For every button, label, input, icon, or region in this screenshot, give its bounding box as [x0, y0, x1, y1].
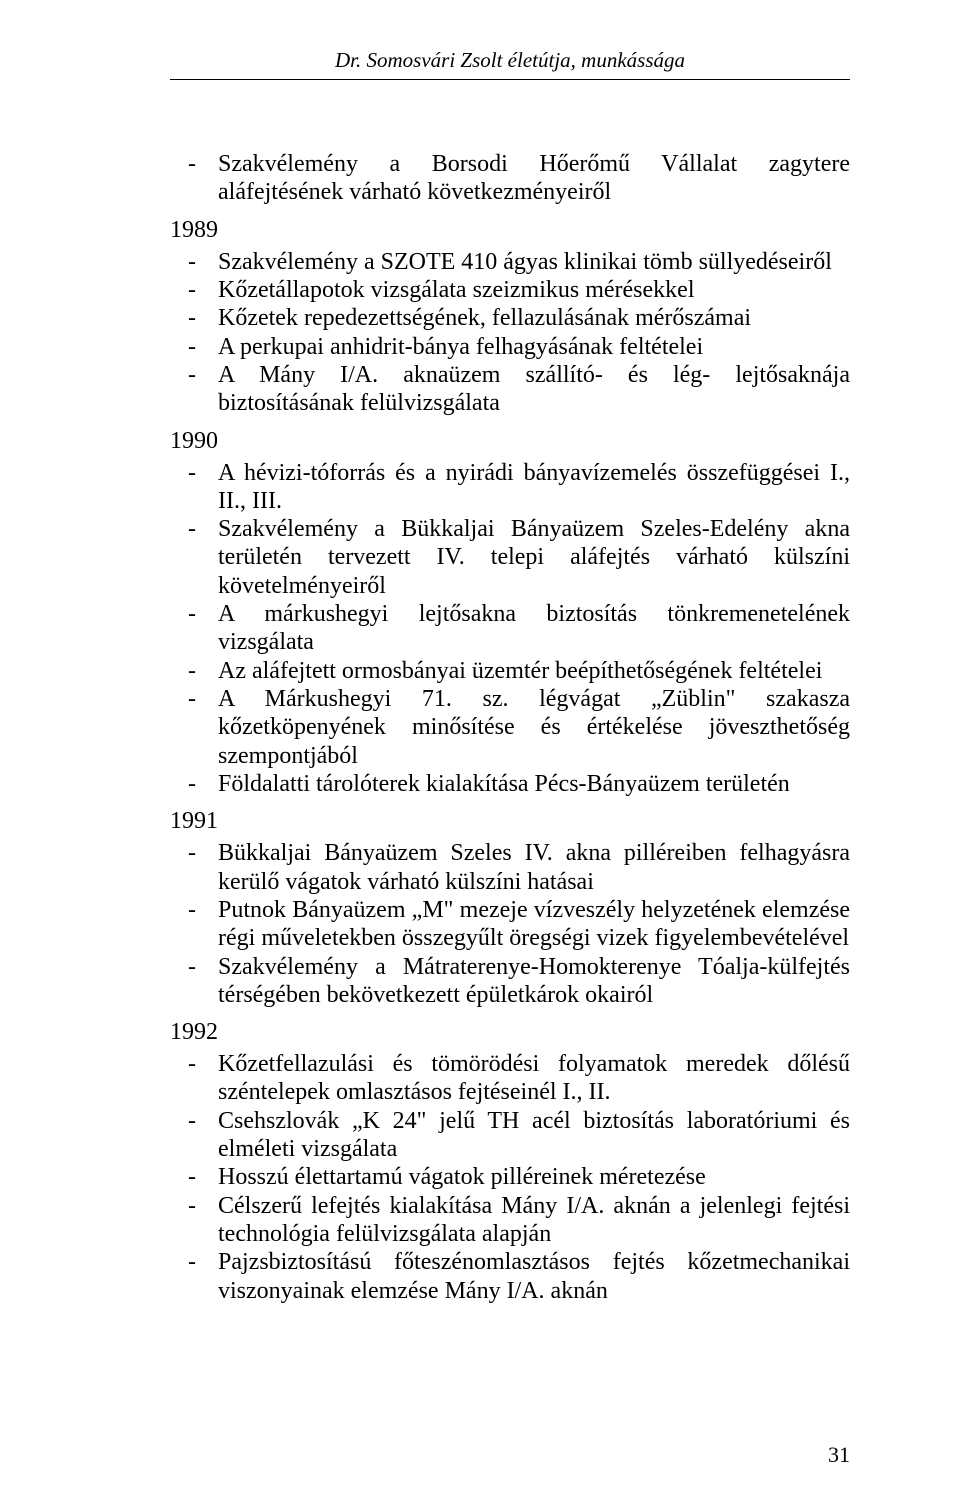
list-item: Kőzetfellazulási és tömörödési folyamato…	[218, 1050, 850, 1107]
year-section: 1989 Szakvélemény a SZOTE 410 ágyas klini…	[170, 217, 850, 418]
list-item: Célszerű lefejtés kialakítása Mány I/A. …	[218, 1192, 850, 1249]
list-item: A Márkushegyi 71. sz. légvágat „Züblin" …	[218, 685, 850, 770]
page-header-title: Dr. Somosvári Zsolt életútja, munkássága	[170, 48, 850, 73]
year-heading: 1989	[170, 217, 850, 244]
year-heading: 1991	[170, 808, 850, 835]
list-item: Szakvélemény a Bükkaljai Bányaüzem Szele…	[218, 515, 850, 600]
list-item: Szakvélemény a Mátraterenye-Homokterenye…	[218, 953, 850, 1010]
list-item: A hévizi-tóforrás és a nyirádi bányavíze…	[218, 459, 850, 516]
list-item: Földalatti tárolóterek kialakítása Pécs-…	[218, 770, 850, 798]
item-list: Kőzetfellazulási és tömörödési folyamato…	[170, 1050, 850, 1305]
item-list: Szakvélemény a SZOTE 410 ágyas klinikai …	[170, 248, 850, 418]
list-item: Hosszú élettartamú vágatok pilléreinek m…	[218, 1163, 850, 1191]
list-item: Szakvélemény a SZOTE 410 ágyas klinikai …	[218, 248, 850, 276]
list-item: A Mány I/A. aknaüzem szállító- és lég- l…	[218, 361, 850, 418]
page-number: 31	[828, 1442, 850, 1468]
list-item: A márkushegyi lejtősakna biztosítás tönk…	[218, 600, 850, 657]
list-item: Bükkaljai Bányaüzem Szeles IV. akna pill…	[218, 839, 850, 896]
header-rule	[170, 79, 850, 80]
list-item: Kőzetállapotok vizsgálata szeizmikus mér…	[218, 276, 850, 304]
item-list: A hévizi-tóforrás és a nyirádi bányavíze…	[170, 459, 850, 799]
year-section: 1992 Kőzetfellazulási és tömörödési folya…	[170, 1019, 850, 1305]
list-item: Szakvélemény a Borsodi Hőerőmű Vállalat …	[218, 150, 850, 207]
list-item: A perkupai anhidrit-bánya felhagyásának …	[218, 333, 850, 361]
list-item: Csehszlovák „K 24" jelű TH acél biztosít…	[218, 1107, 850, 1164]
list-item: Pajzsbiztosítású főteszénomlasztásos fej…	[218, 1248, 850, 1305]
item-list: Bükkaljai Bányaüzem Szeles IV. akna pill…	[170, 839, 850, 1009]
item-list: Szakvélemény a Borsodi Hőerőmű Vállalat …	[170, 150, 850, 207]
year-section: 1991 Bükkaljai Bányaüzem Szeles IV. akna …	[170, 808, 850, 1009]
page: Dr. Somosvári Zsolt életútja, munkássága…	[0, 0, 960, 1504]
year-section: 1990 A hévizi-tóforrás és a nyirádi bánya…	[170, 428, 850, 799]
list-item: Putnok Bányaüzem „M" mezeje vízveszély h…	[218, 896, 850, 953]
year-section: Szakvélemény a Borsodi Hőerőmű Vállalat …	[170, 150, 850, 207]
document-body: Szakvélemény a Borsodi Hőerőmű Vállalat …	[170, 150, 850, 1305]
year-heading: 1990	[170, 428, 850, 455]
list-item: Az aláfejtett ormosbányai üzemtér beépít…	[218, 657, 850, 685]
year-heading: 1992	[170, 1019, 850, 1046]
list-item: Kőzetek repedezettségének, fellazulásána…	[218, 304, 850, 332]
